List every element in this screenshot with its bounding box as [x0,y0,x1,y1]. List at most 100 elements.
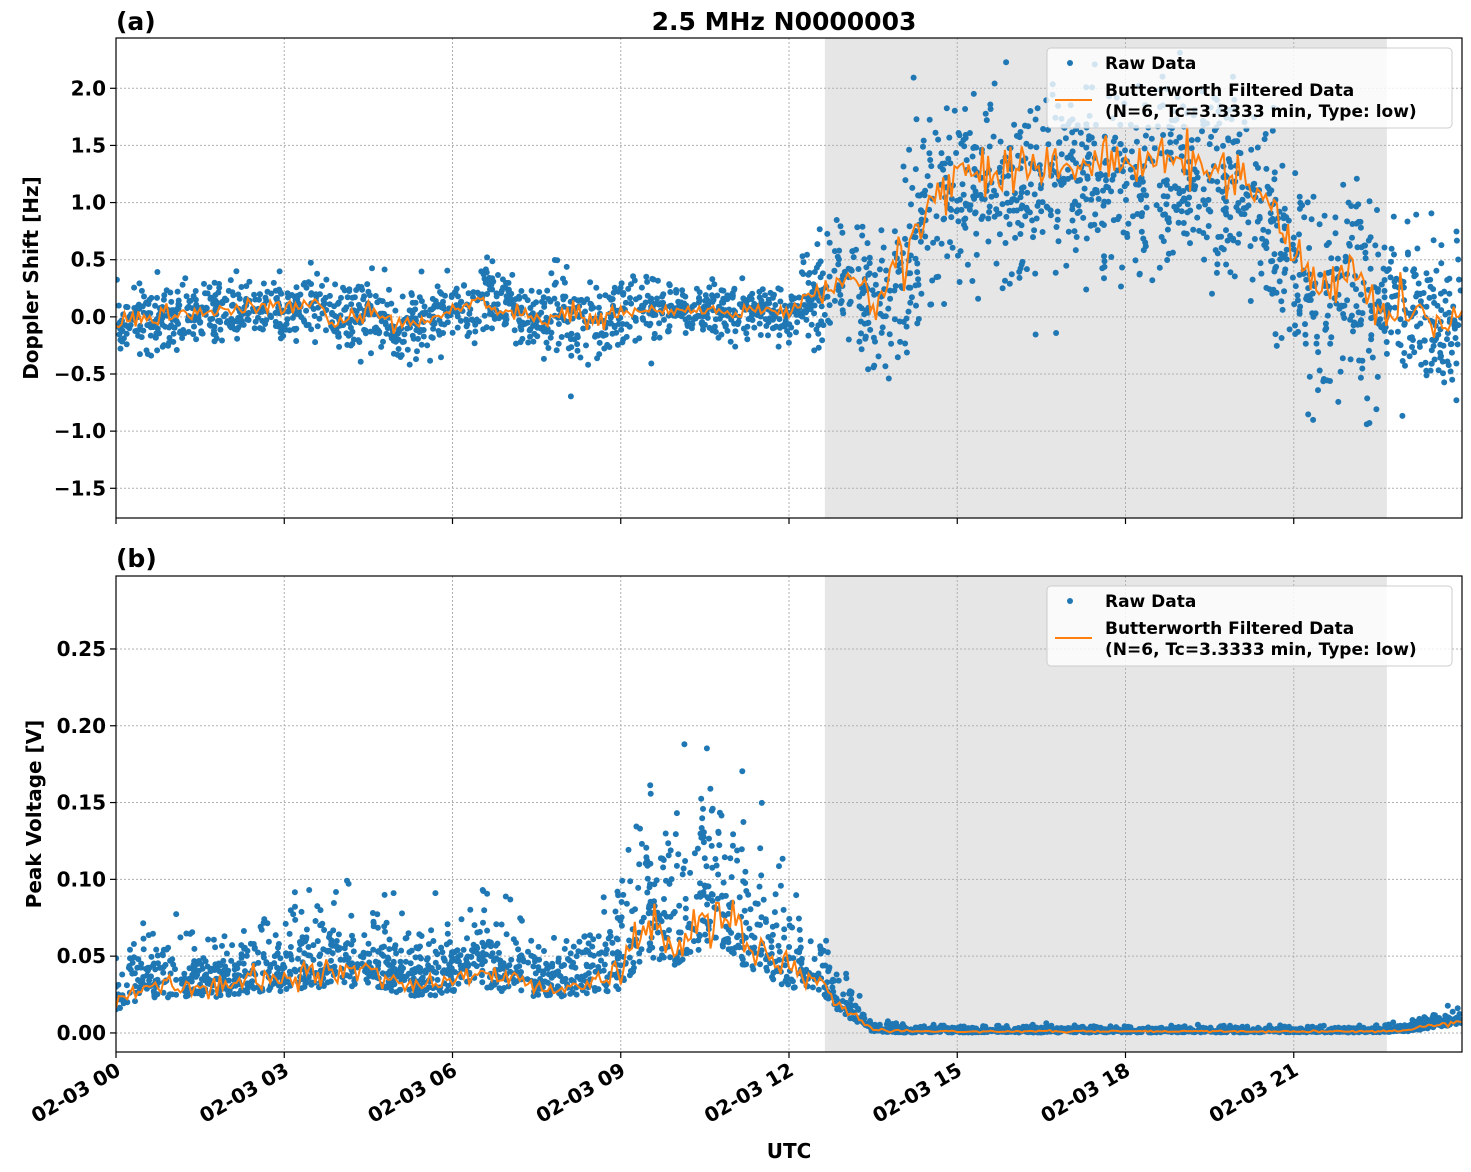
raw-data-point [1366,198,1373,205]
y-tick-label: 0.05 [57,944,106,968]
raw-data-point [1200,197,1207,204]
raw-data-point [1079,141,1085,148]
raw-data-point [1125,220,1132,227]
raw-data-point [749,963,756,970]
raw-data-point [1012,234,1019,241]
raw-data-point [1112,134,1119,141]
raw-data-point [962,131,969,138]
raw-data-point [1281,205,1288,212]
raw-data-point [558,334,565,340]
raw-data-point [1151,145,1158,152]
raw-data-point [647,790,654,797]
raw-data-point [957,248,964,255]
raw-data-point [1033,215,1040,222]
raw-data-point [1324,312,1331,319]
raw-data-point [361,932,368,939]
raw-data-point [835,287,842,294]
raw-data-point [743,330,750,337]
raw-data-point [489,275,496,282]
raw-data-point [932,129,939,136]
raw-data-point [815,330,822,337]
raw-data-point [1062,135,1069,142]
raw-data-point [518,288,525,294]
raw-data-point [1178,144,1185,151]
raw-data-point [496,949,502,956]
raw-data-point [201,280,207,287]
raw-data-point [384,954,391,961]
legend-entry: Butterworth Filtered Data [1105,81,1354,101]
raw-data-point [1438,307,1445,314]
raw-data-point [1392,304,1398,311]
raw-data-point [1394,328,1401,335]
raw-data-point [365,979,371,986]
raw-data-point [1294,292,1301,299]
raw-data-point [1009,196,1016,203]
raw-data-point [700,805,706,812]
raw-data-point [1194,214,1201,221]
raw-data-point [758,297,765,304]
raw-data-point [329,311,336,318]
raw-data-point [1299,202,1306,209]
raw-data-point [1350,322,1357,329]
raw-data-point [1388,329,1395,336]
raw-data-point [154,952,161,959]
raw-data-point [891,316,898,323]
raw-data-point [227,277,234,284]
raw-data-point [427,992,434,998]
raw-data-point [272,310,279,316]
raw-data-point [452,288,459,295]
raw-data-point [1220,246,1227,253]
raw-data-point [160,969,167,976]
raw-data-point [924,244,931,251]
raw-data-point [1375,320,1382,327]
raw-data-point [1226,159,1233,165]
raw-data-point [1164,226,1171,233]
raw-data-point [985,215,992,222]
raw-data-point [1444,336,1450,343]
raw-data-point [341,306,348,313]
raw-data-point [316,961,323,968]
raw-data-point [970,145,977,151]
raw-data-point [1457,287,1462,294]
raw-data-point [1236,131,1243,138]
raw-data-point [656,334,663,341]
raw-data-point [729,294,736,301]
raw-data-point [1263,165,1270,172]
raw-data-point [818,303,825,310]
raw-data-point [1120,229,1127,236]
raw-data-point [1281,288,1288,295]
raw-data-point [383,330,390,337]
raw-data-point [444,267,451,274]
raw-data-point [964,261,971,268]
raw-data-point [1039,199,1046,206]
raw-data-point [1282,266,1289,273]
raw-data-point [515,946,522,953]
raw-data-point [1235,239,1241,246]
raw-data-point [540,355,547,362]
raw-data-point [720,879,727,886]
raw-data-point [1435,331,1442,338]
raw-data-point [604,974,611,981]
raw-data-point [186,965,193,972]
raw-data-point [729,842,736,849]
raw-data-point [991,187,997,194]
raw-data-point [345,955,352,962]
raw-data-point [977,191,984,198]
raw-data-point [1003,190,1010,197]
raw-data-point [217,319,224,326]
raw-data-point [235,990,242,997]
raw-data-point [941,301,948,307]
raw-data-point [1017,194,1024,201]
raw-data-point [220,957,227,964]
raw-data-point [1004,199,1011,206]
raw-data-point [796,926,803,933]
raw-data-point [1341,302,1348,309]
raw-data-point [1289,241,1296,248]
raw-data-point [919,209,926,216]
raw-data-point [347,342,354,349]
raw-data-point [865,366,872,373]
raw-data-point [283,321,290,327]
raw-data-point [429,334,436,341]
raw-data-point [803,316,810,323]
